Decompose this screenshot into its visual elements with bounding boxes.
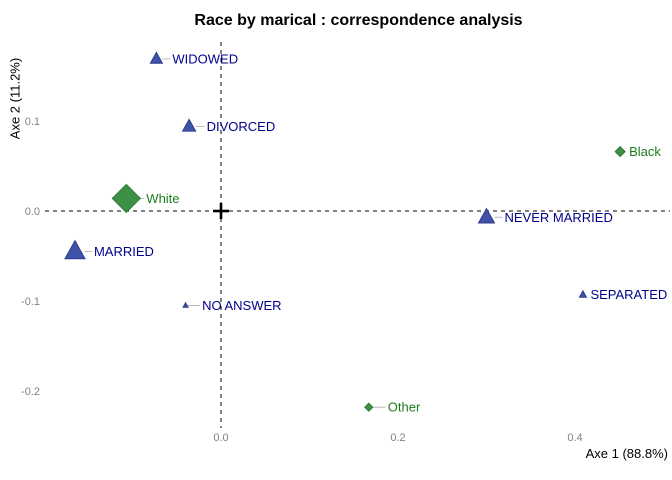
- triangle-marker-separated: [578, 289, 588, 298]
- y-tick-label: 0.0: [25, 206, 40, 218]
- diamond-marker-other: [364, 402, 374, 412]
- point-label-black: Black: [629, 144, 661, 159]
- point-label-never-married: NEVER MARRIED: [505, 210, 613, 225]
- x-tick-label: 0.0: [213, 432, 228, 444]
- point-label-divorced: DIVORCED: [207, 119, 276, 134]
- point-label-separated: SEPARATED: [590, 287, 667, 302]
- triangle-marker-married: [64, 239, 86, 260]
- x-axis-label: Axe 1 (88.8%): [585, 446, 668, 461]
- triangle-marker-widowed: [149, 51, 164, 64]
- y-tick-label: -0.1: [21, 296, 40, 308]
- point-label-married: MARRIED: [94, 244, 154, 259]
- triangle-marker-no-answer: [182, 301, 189, 308]
- x-tick-label: 0.4: [567, 432, 582, 444]
- y-tick-label: -0.2: [21, 386, 40, 398]
- diamond-marker-black: [614, 145, 626, 158]
- triangle-marker-divorced: [181, 118, 197, 132]
- point-label-other: Other: [388, 400, 421, 415]
- point-label-widowed: WIDOWED: [172, 51, 238, 66]
- triangle-marker-never-married: [477, 207, 496, 224]
- point-label-white: White: [146, 191, 179, 206]
- chart-title: Race by marical : correspondence analysi…: [194, 12, 523, 29]
- y-tick-label: 0.1: [25, 116, 40, 128]
- point-label-no-answer: NO ANSWER: [202, 298, 281, 313]
- x-tick-label: 0.2: [390, 432, 405, 444]
- diamond-marker-white: [111, 183, 142, 214]
